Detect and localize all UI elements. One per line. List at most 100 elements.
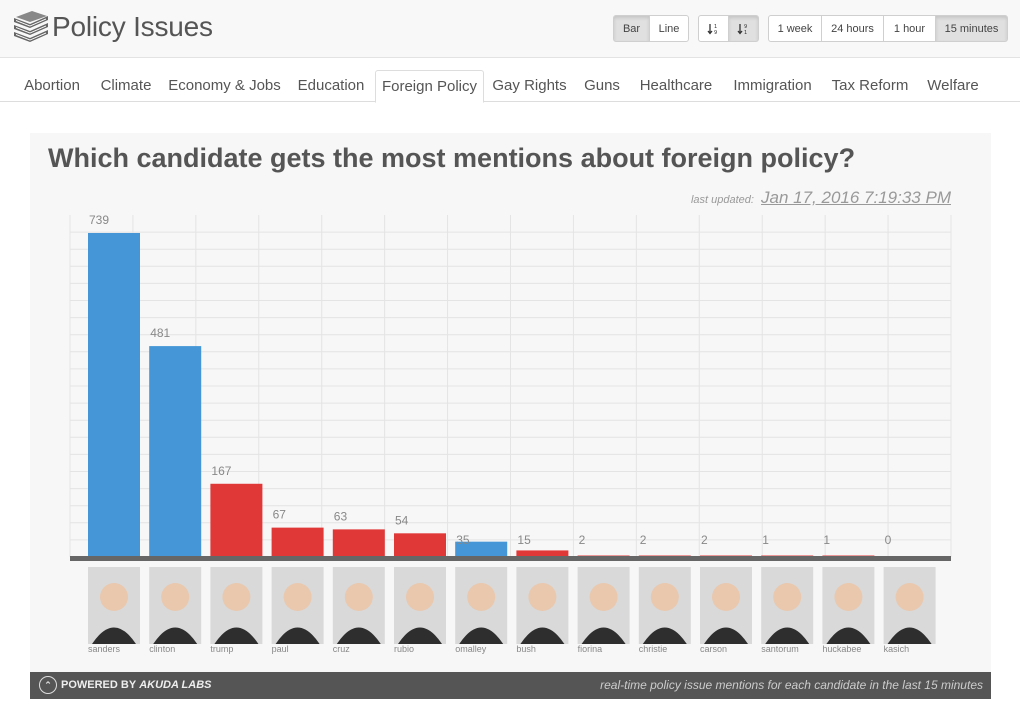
time-24-hours-button[interactable]: 24 hours (821, 15, 884, 42)
bar-chart-button[interactable]: Bar (613, 15, 650, 42)
candidate-suit-sanders (92, 627, 136, 644)
value-label-kasich: 0 (885, 533, 892, 547)
time-1-hour-button[interactable]: 1 hour (883, 15, 936, 42)
time-1-week-button[interactable]: 1 week (768, 15, 822, 42)
bar-bush (516, 550, 569, 557)
candidate-face-trump (222, 583, 251, 611)
tab-healthcare[interactable]: Healthcare (639, 77, 713, 94)
value-label-carson: 2 (701, 533, 708, 547)
issue-tabs: Abortion Climate Economy & Jobs Educatio… (0, 70, 1020, 103)
candidate-suit-carson (704, 627, 748, 644)
candidate-suit-christie (642, 627, 687, 644)
candidate-name-trump: trump (210, 644, 233, 654)
books-icon (14, 11, 48, 42)
app-header: Policy Issues Bar Line 1 9 9 1 1 week 24… (0, 0, 1020, 58)
candidate-name-cruz: cruz (333, 644, 351, 654)
bar-paul (271, 527, 324, 557)
candidate-face-santorum (773, 583, 802, 611)
tab-welfare[interactable]: Welfare (927, 77, 979, 94)
candidate-suit-fiorina (581, 627, 626, 644)
candidate-face-carson (712, 583, 740, 611)
bar-trump (210, 483, 263, 557)
chevron-up-icon: ⌃ (39, 676, 57, 694)
candidate-name-sanders: sanders (88, 644, 121, 654)
value-label-sanders: 739 (89, 213, 109, 227)
time-15-minutes-button[interactable]: 15 minutes (935, 15, 1008, 42)
app-title: Policy Issues (52, 11, 213, 42)
time-range-toggle: 1 week 24 hours 1 hour 15 minutes (768, 15, 1008, 42)
powered-by[interactable]: ⌃ POWERED BY AKUDA LABS (39, 676, 212, 694)
svg-text:1: 1 (714, 24, 717, 30)
tab-climate[interactable]: Climate (100, 77, 152, 94)
svg-text:9: 9 (714, 30, 717, 35)
candidate-face-kasich (895, 583, 924, 611)
sort-descending-icon: 9 1 (736, 23, 747, 35)
powered-by-label: POWERED BY (61, 679, 137, 691)
candidate-suit-santorum (765, 627, 810, 644)
candidate-suit-rubio (398, 627, 442, 644)
bar-chart: 739 sanders 481 clinton 167 trump 67 paul 63 cruz… (69, 213, 952, 654)
value-label-trump: 167 (211, 464, 231, 478)
x-axis (70, 556, 951, 561)
company-name: AKUDA LABS (139, 679, 212, 691)
candidate-name-paul: paul (272, 644, 289, 654)
candidate-name-bush: bush (516, 644, 536, 654)
value-label-bush: 15 (517, 533, 531, 547)
value-label-paul: 67 (273, 508, 287, 522)
candidate-face-rubio (406, 583, 434, 611)
candidate-face-christie (650, 583, 679, 611)
tab-immigration[interactable]: Immigration (733, 77, 812, 94)
last-updated: last updated: Jan 17, 2016 7:19:33 PM (691, 188, 951, 208)
candidate-suit-paul (275, 627, 320, 644)
sort-ascending-icon: 1 9 (706, 23, 717, 35)
candidate-suit-clinton (153, 627, 198, 644)
candidate-name-kasich: kasich (884, 644, 910, 654)
candidate-face-omalley (467, 583, 496, 611)
svg-text:9: 9 (744, 24, 747, 30)
svg-text:1: 1 (744, 30, 747, 35)
value-label-clinton: 481 (150, 326, 170, 340)
candidate-face-paul (283, 583, 312, 611)
chart-title: Which candidate gets the most mentions a… (48, 143, 856, 173)
candidate-face-huckabee (834, 583, 863, 611)
tab-gay-rights[interactable]: Gay Rights (492, 77, 567, 94)
candidate-suit-kasich (887, 627, 932, 644)
candidate-face-bush (528, 583, 557, 611)
line-chart-button[interactable]: Line (649, 15, 689, 42)
tab-tax-reform[interactable]: Tax Reform (831, 77, 909, 94)
candidate-suit-trump (214, 627, 259, 644)
tab-abortion[interactable]: Abortion (24, 77, 80, 94)
panel-footer: ⌃ POWERED BY AKUDA LABS real-time policy… (30, 672, 991, 699)
candidate-face-clinton (161, 583, 190, 611)
tab-education[interactable]: Education (297, 77, 365, 94)
footer-note: real-time policy issue mentions for each… (600, 678, 983, 692)
bar-omalley (455, 541, 508, 557)
candidate-face-sanders (100, 583, 128, 611)
value-label-christie: 2 (640, 533, 647, 547)
tab-foreign-policy[interactable]: Foreign Policy (375, 70, 484, 103)
value-label-huckabee: 1 (823, 533, 830, 547)
candidate-name-omalley: omalley (455, 644, 487, 654)
last-updated-timestamp[interactable]: Jan 17, 2016 7:19:33 PM (761, 188, 951, 207)
sort-toggle: 1 9 9 1 (698, 15, 759, 42)
value-label-fiorina: 2 (579, 533, 586, 547)
candidate-name-fiorina: fiorina (578, 644, 603, 654)
candidate-suit-cruz (336, 627, 381, 644)
bar-clinton (149, 346, 202, 557)
bar-rubio (394, 533, 446, 557)
candidate-name-clinton: clinton (149, 644, 175, 654)
candidate-suit-huckabee (826, 627, 871, 644)
candidate-face-cruz (344, 583, 373, 611)
candidate-face-fiorina (589, 583, 618, 611)
bar-sanders (88, 232, 140, 557)
brand[interactable]: Policy Issues (12, 10, 213, 44)
candidate-name-christie: christie (639, 644, 668, 654)
sort-descending-button[interactable]: 9 1 (728, 15, 759, 42)
sort-ascending-button[interactable]: 1 9 (698, 15, 729, 42)
tab-guns[interactable]: Guns (584, 77, 620, 94)
tab-economy-jobs[interactable]: Economy & Jobs (168, 77, 281, 94)
value-label-cruz: 63 (334, 509, 348, 523)
candidate-name-huckabee: huckabee (822, 644, 861, 654)
value-label-rubio: 54 (395, 513, 409, 527)
candidate-name-santorum: santorum (761, 644, 799, 654)
